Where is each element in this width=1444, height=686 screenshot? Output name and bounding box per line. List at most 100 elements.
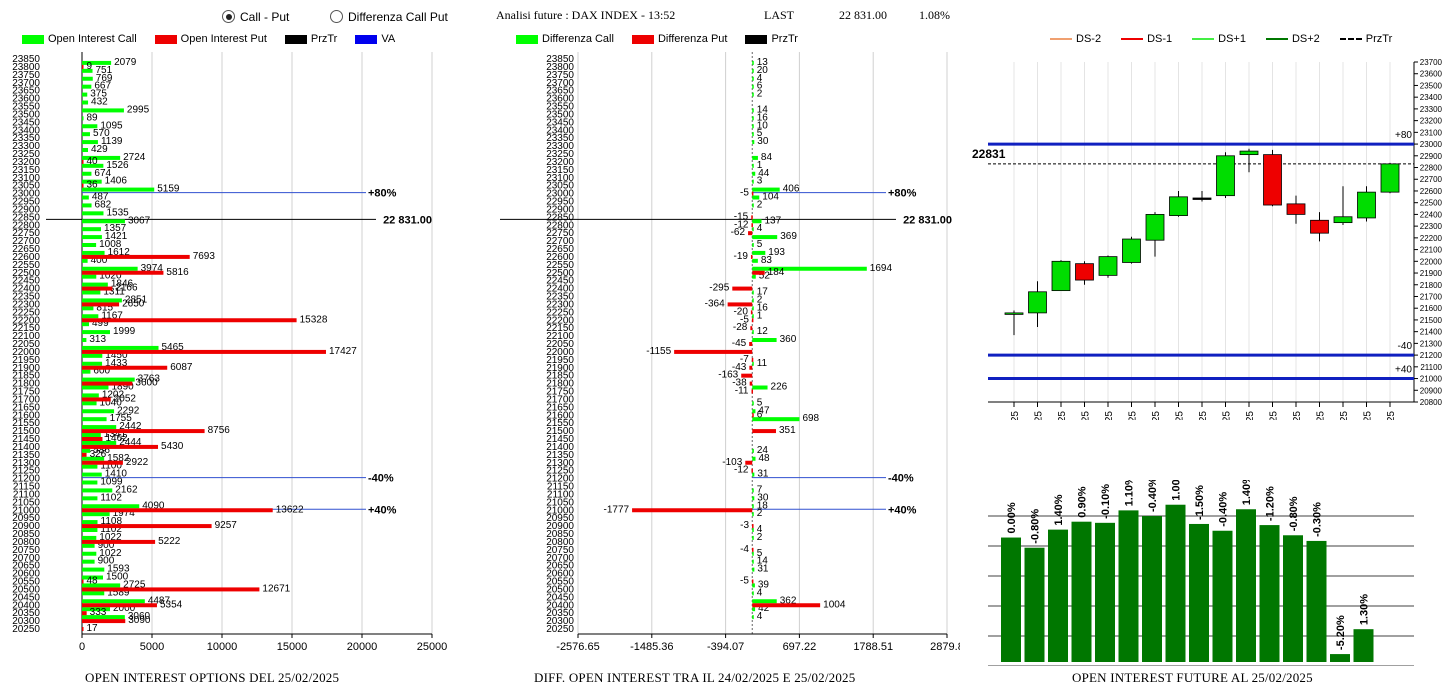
legend-label: Open Interest Put <box>180 33 267 45</box>
bar-value-label: 2 <box>757 294 763 305</box>
strike-label: 22400 <box>546 284 574 295</box>
strike-label: 22550 <box>12 260 40 271</box>
strike-label: 22450 <box>12 276 40 287</box>
last-value: 22 831.00 <box>839 8 887 22</box>
chart2-title: DIFF. OPEN INTEREST TRA IL 24/02/2025 E … <box>534 670 856 685</box>
change-bar <box>1330 654 1350 662</box>
y-tick-label: 23100 <box>1420 128 1443 137</box>
strike-label: 21800 <box>12 379 40 390</box>
strike-label: 22250 <box>12 307 40 318</box>
bar-value-label: 48 <box>87 576 99 587</box>
bar-value-label: -103 <box>722 457 742 468</box>
put-bar <box>82 349 326 354</box>
call-bar <box>752 290 754 295</box>
strike-label: 22250 <box>546 307 574 318</box>
call-bar <box>82 393 99 398</box>
y-tick-label: 21800 <box>1420 281 1443 290</box>
bar-value-label: 1202 <box>102 389 125 400</box>
change-bar <box>1189 523 1209 662</box>
legend-line-ds+1 <box>1192 38 1215 40</box>
candle-body <box>1216 155 1235 197</box>
call-bar <box>82 440 117 445</box>
legend-label: VA <box>381 33 396 45</box>
y-tick-label: 21000 <box>1420 375 1443 384</box>
bar-value-label: 5 <box>757 128 763 139</box>
put-bar <box>82 302 120 307</box>
strike-label: 21000 <box>12 505 40 516</box>
put-bar <box>82 381 133 386</box>
strike-label: 20800 <box>546 537 574 548</box>
y-tick-label: 23300 <box>1420 105 1443 114</box>
call-bar <box>82 559 95 564</box>
bar-value-label: 5 <box>757 239 763 250</box>
strike-label: 21550 <box>12 418 40 429</box>
change-label: 1.40% <box>1053 494 1065 525</box>
strike-label: 22750 <box>546 228 574 239</box>
call-bar <box>82 567 105 572</box>
radio-call-put[interactable]: Call - Put <box>222 10 289 24</box>
strike-label: 22600 <box>546 252 574 263</box>
bar-value-label: 1102 <box>100 524 122 535</box>
y-tick-label: 23600 <box>1420 70 1443 79</box>
strike-label: 23350 <box>12 133 40 144</box>
bar-value-label: 769 <box>96 73 113 84</box>
strike-label: 22700 <box>12 236 40 247</box>
call-bar <box>752 599 777 604</box>
level-label: +80 <box>1395 130 1412 141</box>
put-bar <box>745 460 753 465</box>
put-bar <box>82 64 84 69</box>
strike-label: 23200 <box>546 157 574 168</box>
strike-label: 23450 <box>12 117 40 128</box>
strike-label: 21650 <box>12 402 40 413</box>
strike-label: 21900 <box>546 363 574 374</box>
strike-label: 21350 <box>12 450 40 461</box>
call-bar <box>82 512 110 517</box>
bar-value-label: 1004 <box>823 599 846 610</box>
call-bar <box>752 250 766 255</box>
y-tick-label: 21900 <box>1420 269 1443 278</box>
put-bar <box>82 270 164 275</box>
strike-label: 21800 <box>546 379 574 390</box>
call-bar <box>752 68 754 73</box>
strike-label: 22150 <box>12 323 40 334</box>
legend-label: Differenza Put <box>657 33 728 45</box>
call-bar <box>752 140 755 145</box>
call-bar <box>82 235 102 240</box>
x-tick-label: -2576.65 <box>556 641 599 653</box>
call-bar <box>82 148 89 152</box>
legend-label: PrzTr <box>310 33 338 45</box>
bar-value-label: 7 <box>757 484 763 495</box>
put-bar <box>741 373 753 378</box>
put-bar <box>749 381 753 386</box>
bar-value-label: 369 <box>780 231 797 242</box>
legend-label: Open Interest Call <box>48 33 137 45</box>
call-bar <box>82 425 117 430</box>
bar-value-label: 1526 <box>106 160 129 171</box>
bar-value-label: 698 <box>802 413 819 424</box>
bar-value-label: 104 <box>762 192 779 203</box>
x-tick-label: 697.22 <box>783 641 817 653</box>
change-bar <box>1236 509 1256 662</box>
call-bar <box>752 615 754 620</box>
y-tick-label: 23000 <box>1420 140 1443 149</box>
strike-label: 22000 <box>546 347 574 358</box>
put-bar <box>752 524 754 529</box>
last-change: 1.08% <box>919 8 950 22</box>
bar-value-label: 1462 <box>105 433 128 444</box>
call-bar <box>82 163 104 168</box>
bar-value-label: 89 <box>87 112 99 123</box>
radio-differenza[interactable]: Differenza Call Put <box>330 10 448 24</box>
bar-value-label: 2922 <box>126 457 149 468</box>
strike-label: 21450 <box>12 434 40 445</box>
y-tick-label: 21100 <box>1420 363 1442 372</box>
change-bar <box>1071 521 1092 662</box>
change-label: -0.40% <box>1218 492 1230 527</box>
call-bar <box>752 274 756 279</box>
call-bar <box>82 543 95 548</box>
bar-value-label: -38 <box>732 378 747 389</box>
y-tick-label: 21200 <box>1420 351 1443 360</box>
bar-value-label: 10 <box>757 120 769 131</box>
bar-value-label: 1589 <box>107 587 130 598</box>
call-bar <box>82 155 121 160</box>
candle-body <box>1075 263 1094 281</box>
